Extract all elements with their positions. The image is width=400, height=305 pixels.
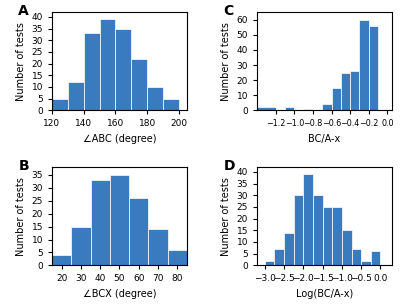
Bar [371,251,380,265]
Bar [90,180,110,265]
Bar [147,87,163,110]
Text: A: A [18,4,29,18]
Bar [274,249,284,265]
Bar [163,99,179,110]
Bar [360,20,369,110]
Text: C: C [223,4,234,18]
Bar [322,104,332,110]
Bar [52,99,68,110]
Bar [350,71,360,110]
X-axis label: ∠BCX (degree): ∠BCX (degree) [83,289,156,299]
Bar [294,195,303,265]
Bar [352,249,361,265]
Y-axis label: Number of tests: Number of tests [221,22,231,101]
Bar [100,19,116,110]
Bar [361,261,371,265]
Bar [131,59,147,110]
Bar [265,261,274,265]
Bar [116,29,131,110]
Bar [52,255,71,265]
Bar [341,73,350,110]
Bar [129,198,148,265]
Bar [369,26,378,110]
X-axis label: Log(BC/A-x): Log(BC/A-x) [296,289,353,299]
Bar [323,207,332,265]
Bar [84,33,100,110]
Bar [304,109,313,110]
Bar [342,230,352,265]
Bar [110,175,129,265]
Bar [332,88,341,110]
Text: D: D [223,160,235,173]
Y-axis label: Number of tests: Number of tests [221,177,231,256]
X-axis label: ∠ABC (degree): ∠ABC (degree) [83,134,156,144]
Y-axis label: Number of tests: Number of tests [16,177,26,256]
Bar [285,107,294,110]
Bar [71,227,90,265]
Bar [332,207,342,265]
X-axis label: BC/A-x: BC/A-x [308,134,341,144]
Bar [168,250,187,265]
Text: B: B [18,160,29,173]
Bar [68,82,84,110]
Bar [257,107,276,110]
Y-axis label: Number of tests: Number of tests [16,22,26,101]
Bar [303,174,313,265]
Bar [148,229,168,265]
Bar [313,195,323,265]
Bar [284,233,294,265]
